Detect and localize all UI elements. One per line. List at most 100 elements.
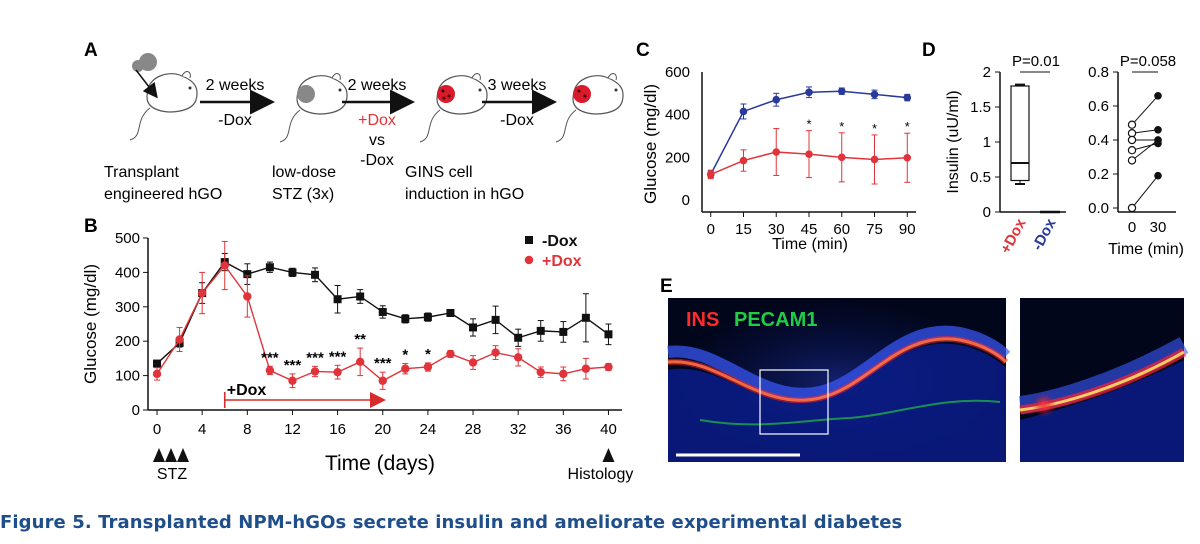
data-point — [265, 263, 274, 272]
y-tick-label: 200 — [665, 149, 690, 166]
data-point — [559, 369, 568, 379]
data-point — [837, 87, 846, 95]
timeline-arrow: 3 weeks -Dox — [482, 77, 557, 129]
data-point — [152, 369, 162, 379]
data-point — [243, 270, 252, 279]
x-tick-label: 0 — [707, 221, 715, 238]
x-tick-label: 0 — [153, 421, 161, 438]
y-tick-label: 2 — [983, 64, 991, 81]
micrograph-main: INS PECAM1 — [667, 298, 1011, 462]
legend-marker — [525, 236, 533, 244]
data-point — [772, 95, 781, 104]
histology-label: Histology — [568, 466, 634, 483]
data-point-t0 — [1127, 203, 1137, 213]
x-tick-label: 90 — [899, 221, 916, 238]
data-point — [288, 376, 297, 385]
arrow-label: -Dox — [218, 112, 252, 129]
y-tick-label: 200 — [115, 333, 140, 350]
data-point — [739, 107, 748, 116]
data-point — [401, 314, 410, 323]
data-point — [153, 359, 162, 368]
data-point-t30 — [1154, 171, 1162, 180]
figure: A 2 weeks -Dox 2 weeks +Dox vs -Dox — [81, 40, 1189, 483]
data-point-t30 — [1154, 92, 1162, 100]
svg-text:STZ (3x): STZ (3x) — [272, 186, 334, 203]
chart-c: 0 200 400 600 0 15 30 45 60 75 90 Glucose (mg/dl) Ti… — [641, 64, 916, 253]
data-point — [197, 288, 207, 298]
x-tick-label: 40 — [600, 421, 617, 438]
x-tick-label: 30 — [768, 221, 785, 238]
x-tick-label: 12 — [284, 421, 301, 438]
x-tick-label: 15 — [735, 221, 752, 238]
data-point — [333, 367, 342, 377]
data-point — [739, 156, 748, 165]
data-point — [604, 330, 613, 339]
p-value: P=0.058 — [1120, 53, 1176, 70]
box — [1010, 85, 1030, 182]
data-point — [423, 362, 433, 372]
pair-line — [1131, 95, 1159, 126]
svg-text:INS: INS — [686, 309, 719, 331]
svg-text:2 weeks: 2 weeks — [348, 77, 407, 94]
significance-marker: *** — [374, 355, 392, 372]
pair-line — [1131, 129, 1159, 134]
data-point — [265, 366, 275, 375]
x-tick-label: 4 — [198, 421, 206, 438]
y-tick-label: 400 — [665, 107, 690, 124]
svg-text:vs: vs — [369, 132, 385, 149]
data-point — [706, 170, 715, 179]
y-tick-label: 0 — [983, 204, 991, 221]
data-point — [772, 148, 781, 156]
y-tick-label: 0.5 — [970, 169, 991, 186]
data-point — [837, 153, 846, 162]
y-tick-label: 1.5 — [970, 99, 991, 116]
timeline-arrow: 2 weeks +Dox vs -Dox — [342, 77, 415, 169]
stz-marker — [177, 448, 189, 462]
data-point — [446, 349, 455, 359]
data-point — [491, 348, 500, 357]
mouse-icon — [419, 73, 488, 143]
legend-label: -Dox — [542, 233, 578, 250]
pair-line — [1131, 139, 1159, 161]
data-point — [805, 150, 813, 158]
data-point — [311, 270, 320, 279]
mouse-icon — [129, 53, 198, 141]
data-point — [581, 364, 591, 373]
data-point — [805, 88, 813, 97]
data-point — [870, 155, 879, 164]
step-labels: Transplant engineered hGO low-dose STZ (… — [104, 164, 524, 203]
y-axis-label: Insulin (uU/ml) — [945, 90, 962, 193]
significance-marker: * — [806, 117, 811, 132]
data-point — [355, 357, 365, 367]
x-tick-label: 20 — [374, 421, 391, 438]
svg-text:+Dox: +Dox — [358, 112, 396, 129]
chart-d-paired: 0.0 0.2 0.4 0.6 0.8 0 30 Time (min) P=0.058 — [1088, 53, 1184, 258]
data-point — [378, 376, 387, 385]
svg-text:Transplant: Transplant — [104, 164, 180, 181]
svg-text:induction in hGO: induction in hGO — [405, 186, 524, 203]
x-tick-label: 30 — [1150, 219, 1167, 236]
chart-d-box: 0 0.5 1 1.5 2 Insulin (uU/ml) +Dox -Dox P=0.01 — [945, 53, 1066, 257]
micrograph-inset — [1018, 298, 1189, 462]
x-tick-label: 24 — [420, 421, 437, 438]
data-point — [491, 315, 500, 324]
significance-marker: ** — [354, 331, 366, 348]
y-tick-label: 1 — [983, 134, 991, 151]
data-point-t0 — [1127, 135, 1137, 145]
panel-label-c: C — [636, 40, 650, 61]
significance-marker: *** — [306, 349, 324, 366]
data-point — [903, 153, 912, 162]
significance-marker: *** — [284, 357, 302, 374]
y-tick-label: 0.8 — [1088, 64, 1109, 81]
timeline-arrow: 2 weeks -Dox — [200, 77, 275, 129]
y-tick-label: 300 — [115, 299, 140, 316]
significance-marker: * — [402, 347, 408, 364]
significance-marker: *** — [261, 349, 279, 366]
category-label: -Dox — [1029, 215, 1060, 253]
histology-marker — [602, 448, 615, 462]
figure-caption: Figure 5. Transplanted NPM-hGOs secrete … — [0, 512, 903, 533]
x-tick-label: 28 — [465, 421, 482, 438]
svg-text:engineered hGO: engineered hGO — [104, 186, 222, 203]
data-point — [536, 326, 545, 335]
pair-line — [1131, 175, 1159, 209]
